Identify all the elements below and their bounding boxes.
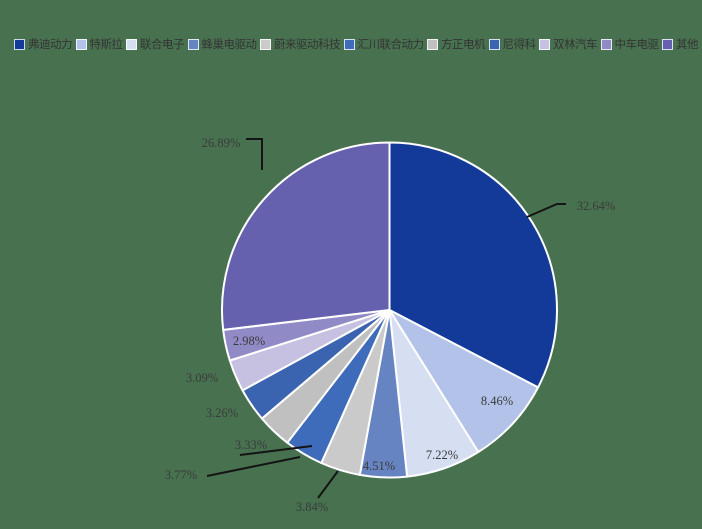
label-leader-line-6 <box>206 456 301 477</box>
label-leader-line-11 <box>246 138 263 170</box>
slice-percent-label-8: 3.26% <box>206 406 238 420</box>
label-leader-line-5 <box>317 470 339 499</box>
legend-item-label: 方正电机 <box>441 39 485 51</box>
legend: 弗迪动力 特斯拉 联合电子 蜂巢电驱动 蔚来驱动科技 汇川联合动力 方正电机 <box>14 36 698 52</box>
legend-swatch-icon <box>539 38 550 50</box>
legend-item-3[interactable]: 联合电子 <box>126 36 184 52</box>
legend-item-label: 蜂巢电驱动 <box>201 39 257 51</box>
legend-item-label: 汇川联合动力 <box>357 39 424 51</box>
legend-item-label: 其他 <box>676 39 698 51</box>
slice-percent-label-3: 7.22% <box>426 448 458 462</box>
legend-item-11[interactable]: 其他 <box>662 36 698 52</box>
legend-item-9[interactable]: 双林汽车 <box>539 36 597 52</box>
slice-percent-label-6: 3.77% <box>165 468 197 482</box>
legend-item-4[interactable]: 蜂巢电驱动 <box>187 36 257 52</box>
legend-swatch-icon <box>260 38 271 50</box>
legend-swatch-icon <box>427 38 438 50</box>
legend-item-label: 蔚来驱动科技 <box>274 39 340 51</box>
legend-item-label: 中车电驱 <box>614 39 659 51</box>
legend-item-label: 尼得科 <box>502 39 536 51</box>
legend-swatch-icon <box>75 38 87 50</box>
legend-swatch-icon <box>488 38 500 50</box>
legend-item-5[interactable]: 蔚来驱动科技 <box>260 36 340 52</box>
legend-item-7[interactable]: 方正电机 <box>427 36 485 52</box>
legend-item-2[interactable]: 特斯拉 <box>75 36 123 52</box>
slice-percent-label-1: 32.64% <box>577 199 616 213</box>
legend-item-label: 联合电子 <box>140 39 184 51</box>
slice-percent-label-7: 3.33% <box>235 438 267 452</box>
legend-swatch-icon <box>662 38 673 50</box>
pie-slice-2[interactable] <box>388 309 540 454</box>
slice-percent-label-11: 26.89% <box>202 136 241 150</box>
legend-swatch-icon <box>187 38 199 50</box>
pie-slice-1[interactable] <box>388 141 558 389</box>
legend-item-8[interactable]: 尼得科 <box>488 36 536 52</box>
legend-item-1[interactable]: 弗迪动力 <box>14 36 72 52</box>
label-leader-line-7 <box>239 445 313 456</box>
slice-percent-label-4: 4.51% <box>363 459 395 473</box>
legend-item-6[interactable]: 汇川联合动力 <box>343 36 424 52</box>
legend-item-label: 双林汽车 <box>553 39 597 51</box>
label-leader-line-1 <box>526 203 566 218</box>
legend-swatch-icon <box>126 38 137 50</box>
legend-item-label: 特斯拉 <box>89 39 123 51</box>
legend-item-label: 弗迪动力 <box>28 39 72 51</box>
slice-percent-label-9: 3.09% <box>186 371 218 385</box>
legend-swatch-icon <box>14 38 25 50</box>
legend-swatch-icon <box>343 38 355 50</box>
legend-item-10[interactable]: 中车电驱 <box>600 36 659 52</box>
slice-percent-label-5: 3.84% <box>296 500 328 514</box>
slice-percent-label-10: 2.98% <box>233 334 265 348</box>
slice-percent-label-2: 8.46% <box>481 394 513 408</box>
legend-swatch-icon <box>600 38 612 50</box>
pie-slice-11[interactable] <box>221 141 391 331</box>
